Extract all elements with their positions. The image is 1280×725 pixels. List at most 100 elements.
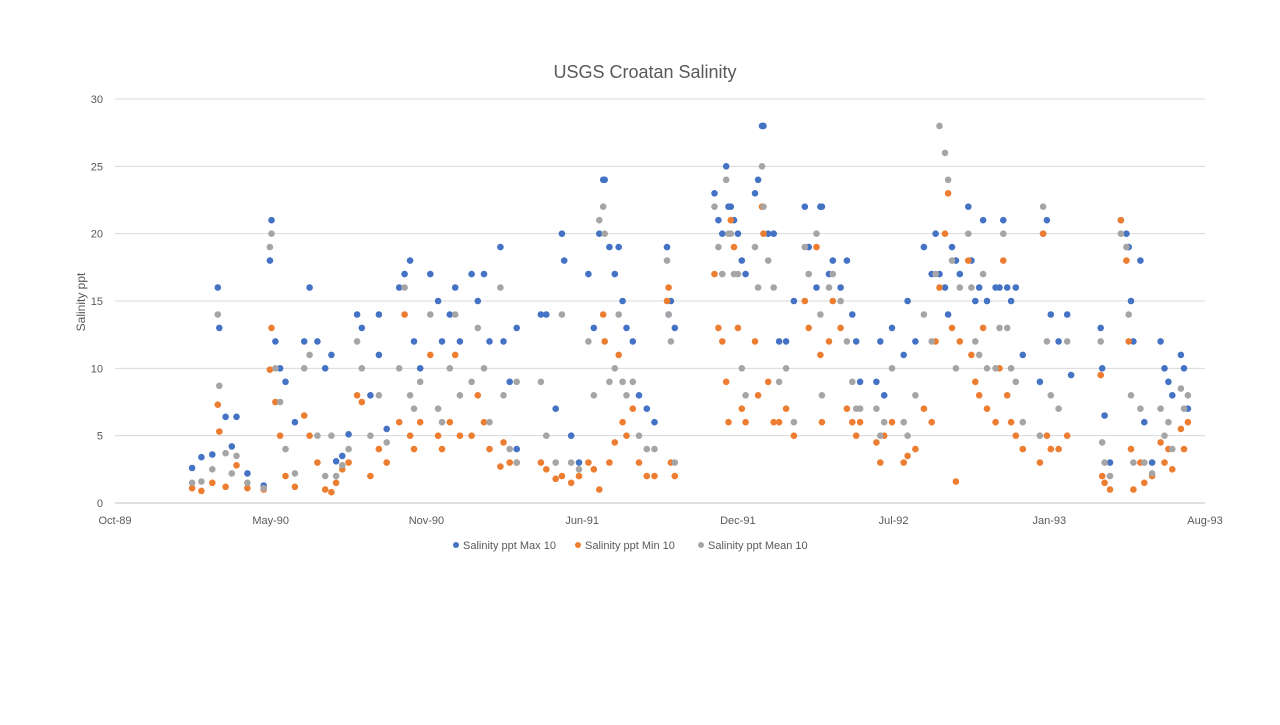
legend-item-3: Salinity ppt Mean 10 <box>698 540 808 552</box>
x-tick-label: May-90 <box>252 515 289 527</box>
data-point-series-1 <box>306 284 313 291</box>
data-point-series-1 <box>1130 338 1137 345</box>
data-point-series-2 <box>730 243 738 251</box>
data-point-series-1 <box>282 378 289 386</box>
data-point-series-2 <box>276 432 284 440</box>
data-point-series-3 <box>837 297 844 305</box>
y-axis-label: Salinity ppt <box>74 272 88 331</box>
data-point-series-3 <box>1130 459 1137 466</box>
data-point-series-3 <box>276 398 284 406</box>
data-point-series-1 <box>560 257 568 264</box>
data-point-series-3 <box>596 216 603 224</box>
data-point-series-1 <box>216 324 223 332</box>
legend-label: Salinity ppt Max 10 <box>463 540 556 552</box>
data-point-series-1 <box>852 338 860 345</box>
data-point-series-1 <box>1097 324 1104 332</box>
data-point-series-2 <box>599 311 607 318</box>
data-point-series-1 <box>480 270 488 278</box>
data-point-series-1 <box>513 324 520 332</box>
data-point-series-2 <box>233 462 240 469</box>
legend: Salinity ppt Max 10 Salinity ppt Min 10 Sa… <box>453 540 808 552</box>
data-point-series-2 <box>497 463 504 470</box>
data-point-series-3 <box>719 270 726 278</box>
data-point-series-1 <box>188 464 196 472</box>
data-point-series-2 <box>948 324 956 332</box>
data-point-series-2 <box>456 432 464 440</box>
data-point-series-3 <box>353 338 361 345</box>
data-point-series-3 <box>715 243 722 251</box>
data-point-series-3 <box>1047 392 1055 399</box>
y-tick-label: 25 <box>91 161 103 173</box>
data-point-series-1 <box>932 230 939 237</box>
data-point-series-3 <box>1157 405 1164 413</box>
data-point-series-2 <box>873 439 880 446</box>
data-point-series-1 <box>406 257 414 264</box>
data-point-series-2 <box>1007 418 1015 426</box>
data-point-series-3 <box>920 311 928 318</box>
data-point-series-3 <box>900 418 907 426</box>
data-point-series-2 <box>486 445 493 453</box>
data-point-series-3 <box>266 243 274 251</box>
data-point-series-1 <box>446 311 454 318</box>
data-point-series-1 <box>734 230 742 237</box>
data-point-series-1 <box>711 190 718 197</box>
gridlines <box>115 98 1205 437</box>
data-point-series-2 <box>375 445 383 453</box>
data-point-series-1 <box>214 284 222 291</box>
data-point-series-1 <box>1101 412 1108 419</box>
x-tick-label: Nov-90 <box>409 515 444 527</box>
data-point-series-2 <box>214 401 222 409</box>
data-point-series-2 <box>904 452 911 460</box>
data-point-series-1 <box>401 270 408 278</box>
data-point-series-2 <box>611 439 619 446</box>
data-point-series-3 <box>979 270 987 278</box>
data-point-series-1 <box>770 230 777 237</box>
data-point-series-3 <box>1127 392 1135 399</box>
data-point-series-2 <box>1098 472 1106 480</box>
data-point-series-1 <box>500 338 507 345</box>
data-point-series-2 <box>585 459 592 466</box>
y-tick-label: 30 <box>91 94 103 106</box>
data-point-series-2 <box>434 432 442 440</box>
data-point-series-3 <box>611 365 619 372</box>
data-point-series-3 <box>1137 405 1144 413</box>
data-point-series-1 <box>611 270 619 278</box>
data-point-series-3 <box>764 257 772 264</box>
data-point-series-3 <box>486 418 493 426</box>
data-point-series-3 <box>375 392 383 399</box>
data-point-series-2 <box>936 284 943 291</box>
data-point-series-3 <box>367 432 374 440</box>
data-point-series-1 <box>497 243 504 251</box>
data-point-series-3 <box>825 284 833 291</box>
data-point-series-3 <box>975 351 983 359</box>
data-point-series-1 <box>663 243 671 251</box>
data-point-series-3 <box>880 418 888 426</box>
data-point-series-1 <box>912 338 919 345</box>
data-point-series-3 <box>306 351 313 359</box>
data-point-series-1 <box>300 338 308 345</box>
data-point-series-3 <box>282 445 289 453</box>
data-point-series-2 <box>282 472 289 480</box>
data-point-series-2 <box>1177 425 1185 433</box>
data-point-series-2 <box>268 324 275 332</box>
data-point-series-2 <box>188 484 196 492</box>
data-point-series-2 <box>446 418 454 426</box>
data-point-series-1 <box>375 311 383 318</box>
data-point-series-2 <box>209 479 216 487</box>
data-point-series-2 <box>606 459 613 466</box>
data-point-series-3 <box>843 338 851 345</box>
data-point-series-2 <box>782 405 790 413</box>
data-point-series-2 <box>543 466 550 473</box>
data-point-series-1 <box>1161 365 1168 372</box>
data-point-series-1 <box>813 284 820 291</box>
legend-label: Salinity ppt Min 10 <box>585 540 675 552</box>
data-point-series-2 <box>992 418 999 426</box>
data-point-series-2 <box>1184 418 1192 426</box>
data-point-series-1 <box>1157 338 1164 345</box>
data-point-series-3 <box>214 311 222 318</box>
data-point-series-3 <box>1019 418 1027 426</box>
data-point-series-2 <box>912 445 919 453</box>
data-point-series-3 <box>1097 338 1104 345</box>
data-point-series-1 <box>615 243 622 251</box>
